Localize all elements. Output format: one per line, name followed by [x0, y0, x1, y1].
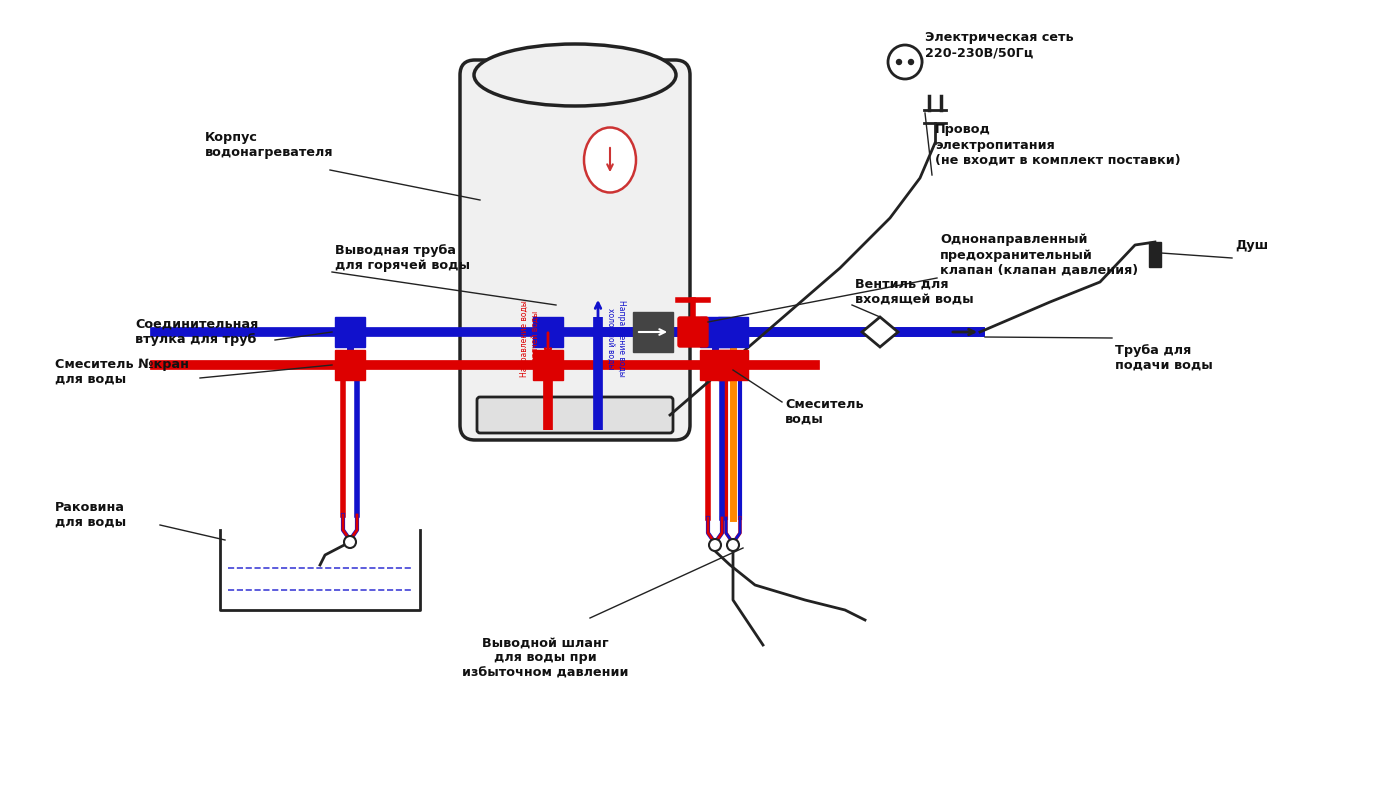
Bar [335, 350, 365, 380]
Ellipse shape [584, 127, 637, 193]
Text: Направление воды
горячей воды: Направление воды горячей воды [520, 300, 540, 377]
Bar [533, 317, 563, 347]
Circle shape [889, 45, 922, 79]
Text: Соединительная
втулка для труб: Соединительная втулка для труб [136, 318, 259, 346]
Circle shape [897, 59, 901, 65]
Bar [718, 350, 747, 380]
Text: Смеситель
воды: Смеситель воды [785, 398, 864, 426]
Circle shape [727, 539, 739, 551]
Bar [700, 317, 729, 347]
Bar [632, 312, 673, 352]
Text: Выводной шланг
для воды при
избыточном давлении: Выводной шланг для воды при избыточном д… [462, 637, 628, 679]
Text: Труба для
подачи воды: Труба для подачи воды [1116, 344, 1212, 372]
Text: Смеситель №кран
для воды: Смеситель №кран для воды [55, 358, 190, 386]
Text: Провод
электропитания
(не входит в комплект поставки): Провод электропитания (не входит в компл… [936, 123, 1181, 166]
Polygon shape [862, 317, 898, 347]
Text: Выводная труба
для горячей воды: Выводная труба для горячей воды [335, 244, 471, 272]
Circle shape [908, 59, 913, 65]
Circle shape [709, 539, 721, 551]
Ellipse shape [473, 44, 675, 106]
Text: Направление воды
холодной воды: Направление воды холодной воды [606, 300, 626, 377]
FancyBboxPatch shape [678, 317, 709, 347]
Text: Вентиль для
входящей воды: Вентиль для входящей воды [855, 278, 973, 306]
FancyBboxPatch shape [477, 397, 673, 433]
Text: Однонаправленный
предохранительный
клапан (клапан давления): Однонаправленный предохранительный клапа… [940, 234, 1138, 277]
FancyBboxPatch shape [459, 60, 691, 440]
Bar [1149, 242, 1161, 267]
Bar [335, 317, 365, 347]
Text: Корпус
водонагревателя: Корпус водонагревателя [205, 131, 334, 159]
Bar [700, 350, 729, 380]
Bar [718, 317, 747, 347]
Bar [533, 350, 563, 380]
Text: Душ: Душ [1235, 238, 1268, 251]
Text: Раковина
для воды: Раковина для воды [55, 501, 126, 529]
Circle shape [345, 536, 356, 548]
Text: Электрическая сеть
220-230В/50Гц: Электрическая сеть 220-230В/50Гц [925, 31, 1074, 59]
